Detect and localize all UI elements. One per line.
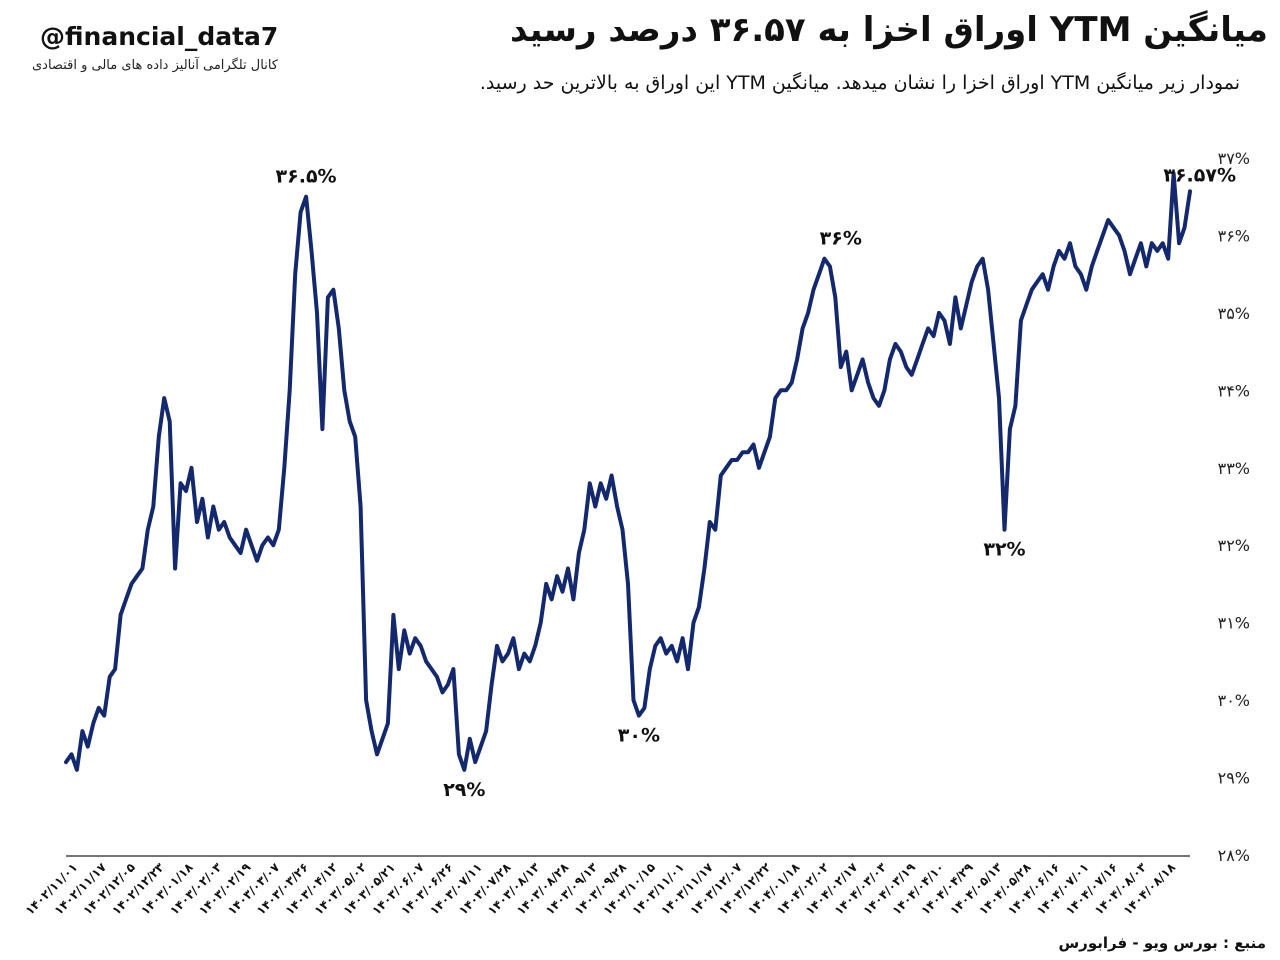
data-label: ۳۶% (820, 228, 862, 250)
x-axis: ۱۴۰۲/۱۱/۰۱۱۴۰۲/۱۱/۱۷۱۴۰۲/۱۲/۰۵۱۴۰۲/۱۲/۲۳… (23, 855, 1190, 918)
y-tick-label: ۳۶% (1218, 226, 1250, 245)
ytm-series-line (64, 171, 1192, 772)
data-label: ۳۲% (983, 539, 1025, 561)
y-tick-label: ۳۰% (1218, 691, 1250, 710)
y-tick-label: ۲۹% (1218, 769, 1250, 788)
channel-handle: @financial_data7 (40, 22, 279, 51)
y-tick-label: ۳۵% (1218, 304, 1250, 323)
chart-title: میانگین YTM اوراق اخزا به ۳۶.۵۷ درصد رسی… (510, 10, 1268, 50)
y-axis: ۲۸% ۲۹% ۳۰% ۳۱% ۳۲% ۳۳% ۳۴% ۳۵% ۳۶% ۳۷% (1218, 149, 1250, 865)
y-tick-label: ۳۳% (1218, 459, 1250, 478)
chart-subtitle: نمودار زیر میانگین YTM اوراق اخزا را نشا… (479, 72, 1240, 94)
y-tick-label: ۳۴% (1218, 381, 1250, 400)
y-tick-label: ۳۱% (1218, 614, 1250, 633)
series-layer (64, 171, 1192, 772)
data-label: ۲۹% (443, 779, 485, 801)
y-tick-label: ۲۸% (1218, 846, 1250, 865)
data-label: ۳۶.۵۷% (1163, 164, 1236, 186)
data-label: ۳۰% (618, 725, 660, 747)
annotation-layer: ۳۶.۵% ۲۹% ۳۰% ۳۶% ۳۲% ۳۶.۵۷% (276, 164, 1236, 801)
channel-description: کانال تلگرامی آنالیز داده های مالی و اقت… (32, 58, 278, 73)
data-label: ۳۶.۵% (276, 166, 337, 188)
y-tick-label: ۳۲% (1218, 536, 1250, 555)
data-source: منبع : بورس ویو - فرابورس (1058, 934, 1266, 952)
y-tick-label: ۳۷% (1218, 149, 1250, 168)
